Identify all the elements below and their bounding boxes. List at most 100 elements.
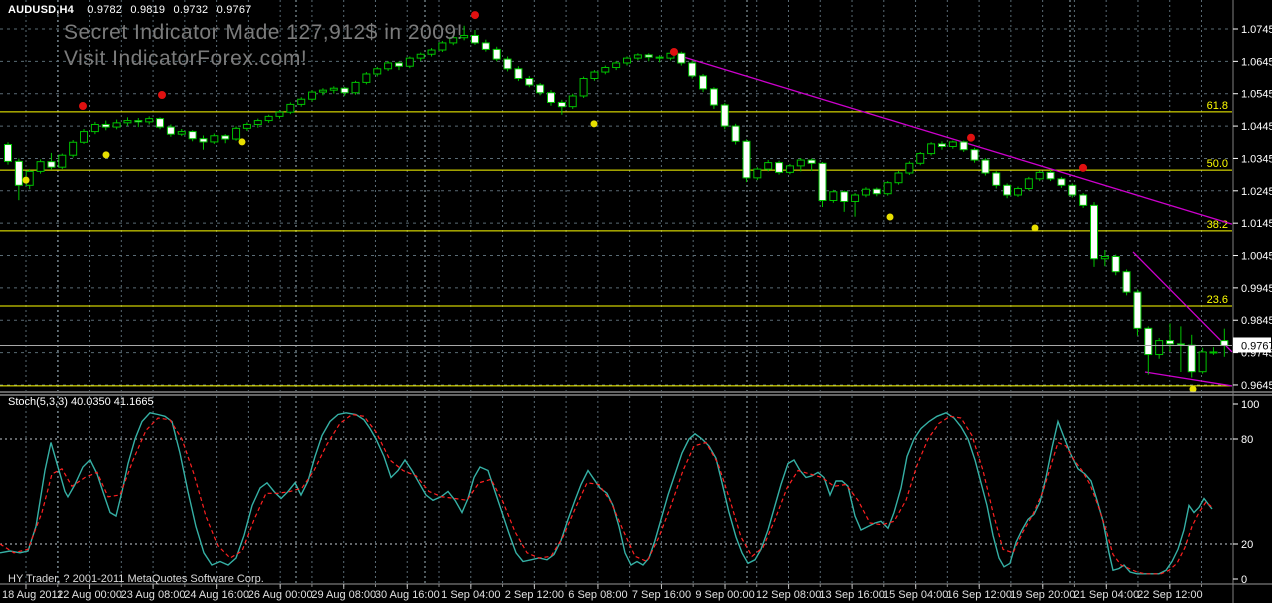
yellow-signal-dot (1031, 224, 1039, 232)
time-tick-label: 2 Sep 12:00 (505, 589, 564, 601)
candle-body (373, 68, 382, 75)
yellow-signal-dot (1189, 385, 1197, 393)
candle-body (1079, 194, 1088, 206)
candle-body (188, 131, 197, 140)
time-tick-label: 30 Aug 16:00 (375, 589, 440, 601)
candle-body (1035, 171, 1044, 180)
candle-body (785, 165, 794, 173)
trendline[interactable] (1132, 251, 1233, 353)
price-tick-label: 1.0545 (1241, 89, 1272, 101)
time-tick-label: 7 Sep 16:00 (632, 589, 691, 601)
pane-separators[interactable] (0, 391, 1272, 585)
time-tick-label: 22 Aug 00:00 (57, 589, 122, 601)
candle-body (112, 122, 121, 128)
candle-body (579, 78, 588, 97)
current-price-label: 0.9767 (1241, 340, 1272, 352)
yellow-signal-dot (590, 120, 598, 128)
high-value: 0.9819 (130, 4, 166, 16)
time-tick-label: 22 Sep 12:00 (1137, 589, 1202, 601)
candle-body (677, 52, 686, 64)
fib-label: 23.6 (1207, 294, 1228, 306)
candle-body (1122, 271, 1131, 293)
candle-body (796, 159, 805, 167)
time-tick-label: 19 Sep 20:00 (1010, 589, 1075, 601)
indicator-pane[interactable] (0, 396, 1232, 583)
candle-body (536, 84, 545, 94)
candle-body (1198, 351, 1207, 373)
trendline-layer[interactable] (682, 56, 1233, 387)
price-tick-label: 1.0745 (1241, 24, 1272, 36)
time-tick-label: 24 Aug 16:00 (184, 589, 249, 601)
price-tick-label: 1.0445 (1241, 121, 1272, 133)
candle-body (1166, 340, 1175, 345)
watermark-line1: Secret Indicator Made 127,912$ in 2009! (64, 21, 463, 44)
candle-body (90, 123, 99, 133)
fib-label: 50.0 (1207, 158, 1228, 170)
candle-body (1133, 291, 1142, 329)
trendline[interactable] (682, 56, 1233, 225)
candle-body (1144, 327, 1153, 356)
price-tick-label: 1.0645 (1241, 56, 1272, 68)
candle-body (709, 88, 718, 106)
price-tick-label: 0.9945 (1241, 283, 1272, 295)
yellow-signal-dot (102, 151, 110, 159)
candle-body (590, 71, 599, 80)
candle-body (851, 194, 860, 202)
candle-body (177, 131, 186, 135)
time-tick-label: 12 Sep 08:00 (756, 589, 821, 601)
candle-body (1209, 351, 1218, 354)
close-value: 0.9767 (216, 4, 252, 16)
candle-body (362, 73, 371, 83)
candle-body (937, 143, 946, 147)
candle-body (503, 58, 512, 70)
price-axis[interactable]: 1.0745 1.0645 1.0545 1.0445 1.0345 1.0245 1.01… (1232, 0, 1272, 603)
fib-label: 38.2 (1207, 219, 1228, 231)
red-signal-dot (471, 11, 479, 20)
candle-body (1090, 204, 1098, 260)
stoch-signal-line (0, 413, 1213, 575)
candle-body (568, 95, 577, 108)
signal-dots-layer (22, 11, 1197, 393)
candle-body (427, 49, 436, 55)
time-tick-label: 1 Sep 04:00 (441, 589, 500, 601)
open-value: 0.9782 (87, 4, 123, 16)
stoch-tick-label: 100 (1241, 399, 1259, 411)
candle-body (14, 160, 23, 186)
candle-body (905, 162, 914, 174)
candle-body (883, 182, 892, 195)
candle-body (405, 57, 414, 67)
copyright-notice: HY Trader, ? 2001-2011 MetaQuotes Softwa… (8, 573, 264, 585)
watermark-line2: Visit IndicatorForex.com! (64, 47, 308, 70)
candle-body (470, 34, 479, 44)
candle-body (101, 123, 110, 128)
time-tick-label: 6 Sep 08:00 (568, 589, 627, 601)
price-tick-label: 1.0045 (1241, 251, 1272, 263)
candle-body (688, 62, 697, 77)
candle-body (623, 57, 632, 64)
red-signal-dot (158, 91, 166, 100)
candle-body (514, 68, 523, 80)
candle-body (633, 54, 642, 59)
candle-body (199, 138, 208, 143)
candle-body (1155, 340, 1164, 356)
candle-body (4, 144, 12, 162)
watermark: Secret Indicator Made 127,912$ in 2009! … (64, 20, 463, 72)
price-tick-label: 1.0145 (1241, 218, 1272, 230)
stoch-tick-label: 0 (1241, 574, 1247, 586)
candle-body (753, 168, 762, 179)
stoch-tick-label: 20 (1241, 539, 1253, 551)
candle-body (829, 191, 838, 202)
candle-body (318, 89, 327, 93)
candle-body (286, 103, 295, 113)
low-value: 0.9732 (173, 4, 209, 16)
chart-ohlc-header: AUDUSD,H4 0.9782 0.9819 0.9732 0.9767 (8, 4, 256, 16)
trendline[interactable] (1144, 371, 1233, 387)
time-tick-label: 18 Aug 2011 (2, 589, 63, 601)
candle-body (655, 56, 664, 59)
indicator-label: Stoch(5,3,3) 40.0350 41.1665 (8, 396, 154, 408)
price-tick-label: 0.9845 (1241, 315, 1272, 327)
stoch-tick-label: 80 (1241, 434, 1253, 446)
candle-body (242, 123, 251, 129)
